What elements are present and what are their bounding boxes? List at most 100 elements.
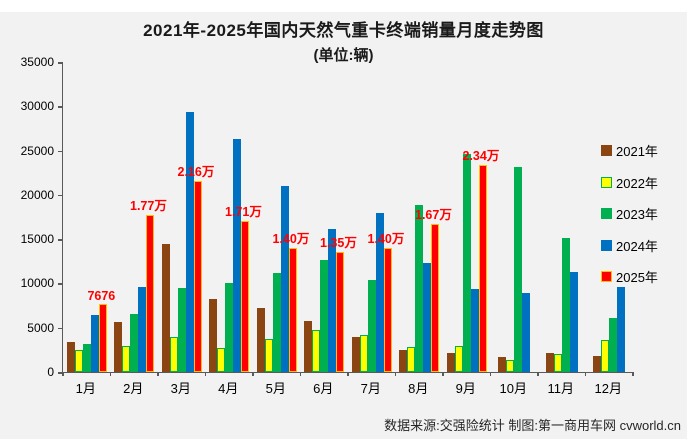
data-label-6月: 1.35万 xyxy=(319,236,357,251)
bar-2021年-5月 xyxy=(256,308,265,372)
month-group-11月 xyxy=(538,62,586,372)
month-group-12月 xyxy=(586,62,634,372)
bar-2024年-9月 xyxy=(470,288,479,372)
bar-2022年-10月 xyxy=(506,359,515,372)
x-axis-label-12月: 12月 xyxy=(594,381,622,396)
legend-label: 2025年 xyxy=(616,270,658,285)
y-axis-label-30000: 30000 xyxy=(20,99,54,114)
bar-2022年-9月 xyxy=(454,346,463,372)
x-axis-label-9月: 9月 xyxy=(455,381,476,396)
data-label-5月: 1.40万 xyxy=(272,232,310,246)
x-axis-tick xyxy=(252,372,254,376)
source-note: 数据来源:交强险统计 制图:第一商用车网 cvworld.cn xyxy=(384,418,681,433)
bar-2024年-5月 xyxy=(280,186,289,372)
bar-2023年-10月 xyxy=(514,166,523,372)
bar-2024年-11月 xyxy=(569,271,578,372)
bar-2023年-6月 xyxy=(320,260,329,372)
bar-2024年-4月 xyxy=(233,139,242,372)
x-axis-label-10月: 10月 xyxy=(499,381,527,396)
bar-2021年-3月 xyxy=(161,243,170,372)
legend-item-2025年: 2025年 xyxy=(601,267,658,286)
month-group-7月: 1.40万 xyxy=(348,62,404,372)
bar-2024年-1月 xyxy=(90,315,99,372)
bar-2024年-2月 xyxy=(138,286,147,372)
month-group-4月: 1.71万 xyxy=(206,62,262,372)
bar-2021年-8月 xyxy=(399,349,408,372)
x-axis-label-11月: 11月 xyxy=(547,381,575,396)
x-axis-tick xyxy=(157,372,159,376)
bar-2022年-1月 xyxy=(74,349,83,372)
x-axis-tick xyxy=(394,372,396,376)
month-group-9月: 2.34万 xyxy=(443,62,499,372)
data-label-3月: 2.16万 xyxy=(177,164,215,179)
plot-area: 7676 1.77万 2.16万 1.71万 1.40万 1.35万 1.40万 1.67万 2… xyxy=(62,62,633,373)
bar-2025年-9月: 2.34万 xyxy=(462,149,499,372)
x-axis-label-8月: 8月 xyxy=(408,381,429,396)
bar-2021年-1月 xyxy=(66,341,75,372)
legend-item-2021年: 2021年 xyxy=(601,141,658,160)
bar-2023年-11月 xyxy=(561,238,570,372)
chart-subtitle: (单位:辆) xyxy=(313,47,374,64)
x-axis-tick xyxy=(584,372,586,376)
legend-label: 2024年 xyxy=(616,238,658,254)
bar-2024年-8月 xyxy=(423,263,432,372)
bar-2022年-11月 xyxy=(553,354,562,372)
month-group-8月: 1.67万 xyxy=(396,62,452,372)
chart-title: 2021年-2025年国内天然气重卡终端销量月度走势图 xyxy=(143,21,544,40)
bar-2024年-6月 xyxy=(328,229,337,372)
x-axis-tick xyxy=(299,372,301,376)
legend-item-2024年: 2024年 xyxy=(601,236,658,255)
x-axis-tick xyxy=(62,372,64,376)
y-axis-label-15000: 15000 xyxy=(20,232,54,247)
legend-label: 2021年 xyxy=(616,144,658,159)
y-axis-tick xyxy=(58,194,62,197)
y-axis-label-20000: 20000 xyxy=(20,187,54,202)
bar-2024年-3月 xyxy=(185,111,194,372)
legend-item-2022年: 2022年 xyxy=(601,173,658,192)
bar-2022年-6月 xyxy=(312,330,321,372)
bar-2023年-1月 xyxy=(82,343,91,372)
bar-2023年-5月 xyxy=(272,272,281,372)
y-axis-label-35000: 35000 xyxy=(20,55,54,69)
bar-2021年-6月 xyxy=(304,320,313,372)
y-axis-label-25000: 25000 xyxy=(20,143,54,158)
x-axis-tick xyxy=(442,372,444,376)
bar-2025年-5月: 1.40万 xyxy=(272,232,309,372)
bar-2021年-11月 xyxy=(545,352,554,372)
bar-2021年-12月 xyxy=(593,356,602,372)
y-axis-tick xyxy=(58,239,62,241)
bar-2023年-9月 xyxy=(462,154,471,372)
bar-2025年-6月: 1.35万 xyxy=(320,236,357,372)
title-block: 2021年-2025年国内天然气重卡终端销量月度走势图 (单位:辆) xyxy=(0,16,687,65)
x-axis-tick xyxy=(537,372,539,376)
y-axis-label-0: 0 xyxy=(47,365,54,379)
x-axis-tick xyxy=(204,372,206,376)
bar-2023年-7月 xyxy=(367,279,376,372)
month-group-6月: 1.35万 xyxy=(301,62,357,372)
month-group-1月: 7676 xyxy=(63,62,115,372)
bar-2024年-12月 xyxy=(617,286,626,372)
legend-label: 2022年 xyxy=(616,175,658,191)
data-label-8月: 1.67万 xyxy=(414,208,452,223)
x-axis-tick xyxy=(347,372,349,376)
bar-2021年-10月 xyxy=(498,356,507,372)
bar-2024年-10月 xyxy=(522,293,531,372)
x-axis-label-7月: 7月 xyxy=(360,381,381,396)
x-axis-label-6月: 6月 xyxy=(313,381,334,396)
bar-2022年-4月 xyxy=(217,348,226,372)
x-axis-label-2月: 2月 xyxy=(123,381,144,396)
x-axis-tick xyxy=(632,372,634,376)
bar-2025年-7月: 1.40万 xyxy=(367,232,404,372)
y-axis-tick xyxy=(58,62,62,64)
bar-2025年-2月: 1.77万 xyxy=(130,199,167,372)
top-margin xyxy=(0,0,687,12)
month-group-3月: 2.16万 xyxy=(158,62,214,372)
month-group-10月 xyxy=(491,62,539,372)
y-axis-tick xyxy=(58,106,62,108)
bar-2022年-2月 xyxy=(122,346,131,372)
bar-2021年-2月 xyxy=(114,321,123,372)
month-group-5月: 1.40万 xyxy=(253,62,309,372)
bar-2021年-7月 xyxy=(351,337,360,372)
bar-2025年-8月: 1.67万 xyxy=(415,208,452,372)
